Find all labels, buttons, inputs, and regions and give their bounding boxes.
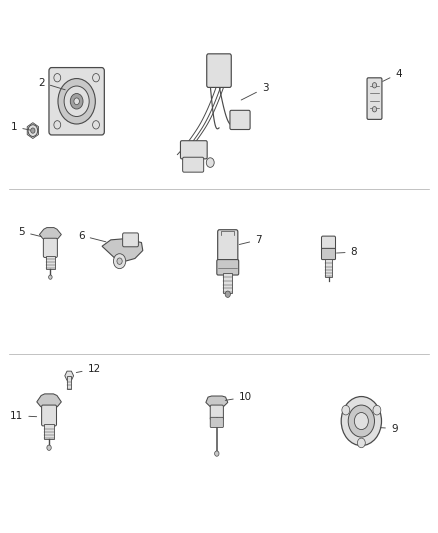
Circle shape	[28, 125, 38, 136]
Circle shape	[372, 83, 377, 88]
Bar	[46, 256, 55, 269]
Circle shape	[58, 78, 95, 124]
Text: 7: 7	[239, 235, 262, 245]
Polygon shape	[206, 396, 228, 407]
Bar	[325, 259, 332, 277]
FancyBboxPatch shape	[367, 78, 382, 119]
FancyBboxPatch shape	[321, 236, 336, 251]
Text: 5: 5	[18, 227, 41, 237]
FancyBboxPatch shape	[207, 54, 231, 87]
Circle shape	[47, 445, 51, 450]
Bar	[223, 273, 232, 293]
Circle shape	[206, 158, 214, 167]
Polygon shape	[39, 228, 61, 241]
Circle shape	[225, 291, 230, 297]
Circle shape	[215, 451, 219, 456]
Circle shape	[92, 74, 99, 82]
FancyBboxPatch shape	[218, 230, 238, 263]
Text: 1: 1	[11, 122, 30, 132]
Text: 9: 9	[380, 424, 398, 433]
Circle shape	[54, 120, 61, 129]
Text: 12: 12	[76, 364, 101, 374]
Polygon shape	[27, 123, 39, 139]
FancyBboxPatch shape	[210, 417, 223, 427]
Polygon shape	[65, 371, 74, 381]
Circle shape	[341, 397, 381, 446]
Circle shape	[64, 86, 89, 117]
Circle shape	[348, 405, 374, 437]
Text: 4: 4	[383, 69, 402, 82]
Circle shape	[342, 405, 350, 415]
Polygon shape	[102, 239, 143, 261]
Circle shape	[113, 254, 126, 269]
FancyBboxPatch shape	[217, 260, 239, 275]
Bar	[67, 376, 71, 389]
FancyBboxPatch shape	[230, 110, 250, 130]
Text: 2: 2	[38, 78, 65, 90]
Circle shape	[117, 258, 122, 264]
Circle shape	[31, 128, 35, 133]
Circle shape	[373, 405, 381, 415]
FancyBboxPatch shape	[42, 405, 57, 426]
Circle shape	[357, 438, 365, 448]
Circle shape	[49, 275, 52, 279]
FancyBboxPatch shape	[210, 405, 223, 420]
FancyBboxPatch shape	[43, 238, 57, 257]
Text: 3: 3	[241, 83, 268, 100]
FancyBboxPatch shape	[321, 248, 336, 260]
FancyBboxPatch shape	[180, 141, 207, 159]
Text: 6: 6	[78, 231, 106, 242]
FancyBboxPatch shape	[123, 233, 138, 247]
Polygon shape	[37, 394, 61, 410]
Circle shape	[372, 107, 377, 112]
Text: 10: 10	[225, 392, 252, 402]
Bar	[44, 424, 54, 439]
Circle shape	[92, 120, 99, 129]
Circle shape	[54, 74, 61, 82]
Circle shape	[70, 93, 83, 109]
Text: 11: 11	[10, 411, 37, 421]
Circle shape	[354, 413, 368, 430]
Circle shape	[74, 98, 79, 104]
Text: 8: 8	[336, 247, 357, 257]
FancyBboxPatch shape	[183, 157, 204, 172]
FancyBboxPatch shape	[49, 68, 104, 135]
